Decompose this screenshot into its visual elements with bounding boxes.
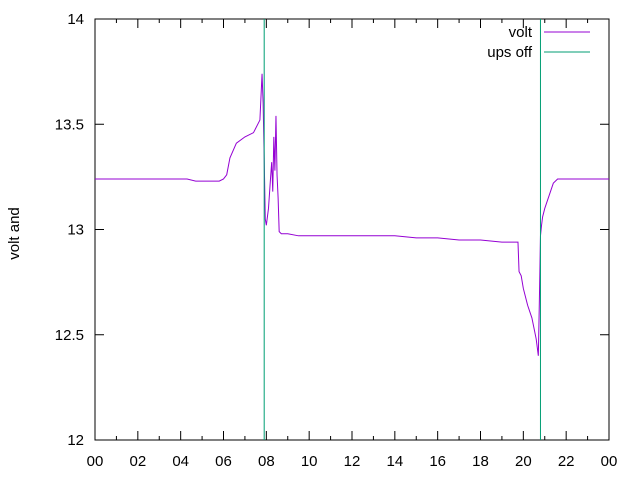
x-tick-label-5: 10 — [301, 453, 318, 470]
legend: volt ups off — [487, 24, 590, 61]
x-tick-label-10: 20 — [515, 453, 532, 470]
x-tick-label-11: 22 — [558, 453, 575, 470]
y-tick-label-1: 12.5 — [55, 327, 84, 344]
y-tick-label-4: 14 — [67, 11, 84, 28]
legend-label-ups-off: ups off — [487, 44, 533, 61]
x-tick-label-1: 02 — [129, 453, 146, 470]
y-axis-label: volt and — [6, 207, 23, 260]
y-tick-label-3: 13.5 — [55, 116, 84, 133]
legend-label-volt: volt — [509, 24, 533, 41]
y-axis: 12 12.5 13 13.5 14 — [55, 11, 609, 449]
plot-frame — [94, 18, 610, 441]
x-tick-label-9: 18 — [472, 453, 489, 470]
x-tick-label-6: 12 — [344, 453, 361, 470]
y-tick-label-0: 12 — [67, 432, 84, 449]
x-axis: 00 02 04 06 08 10 12 14 16 18 20 22 00 — [87, 19, 618, 470]
series-line-volt — [95, 73, 609, 356]
y-tick-label-2: 13 — [67, 222, 84, 239]
x-tick-label-8: 16 — [429, 453, 446, 470]
x-tick-label-7: 14 — [386, 453, 403, 470]
x-tick-label-2: 04 — [172, 453, 189, 470]
x-tick-label-3: 06 — [215, 453, 232, 470]
x-tick-label-0: 00 — [87, 453, 104, 470]
x-tick-label-4: 08 — [258, 453, 275, 470]
series-layer — [95, 19, 609, 440]
x-tick-label-12: 00 — [601, 453, 618, 470]
